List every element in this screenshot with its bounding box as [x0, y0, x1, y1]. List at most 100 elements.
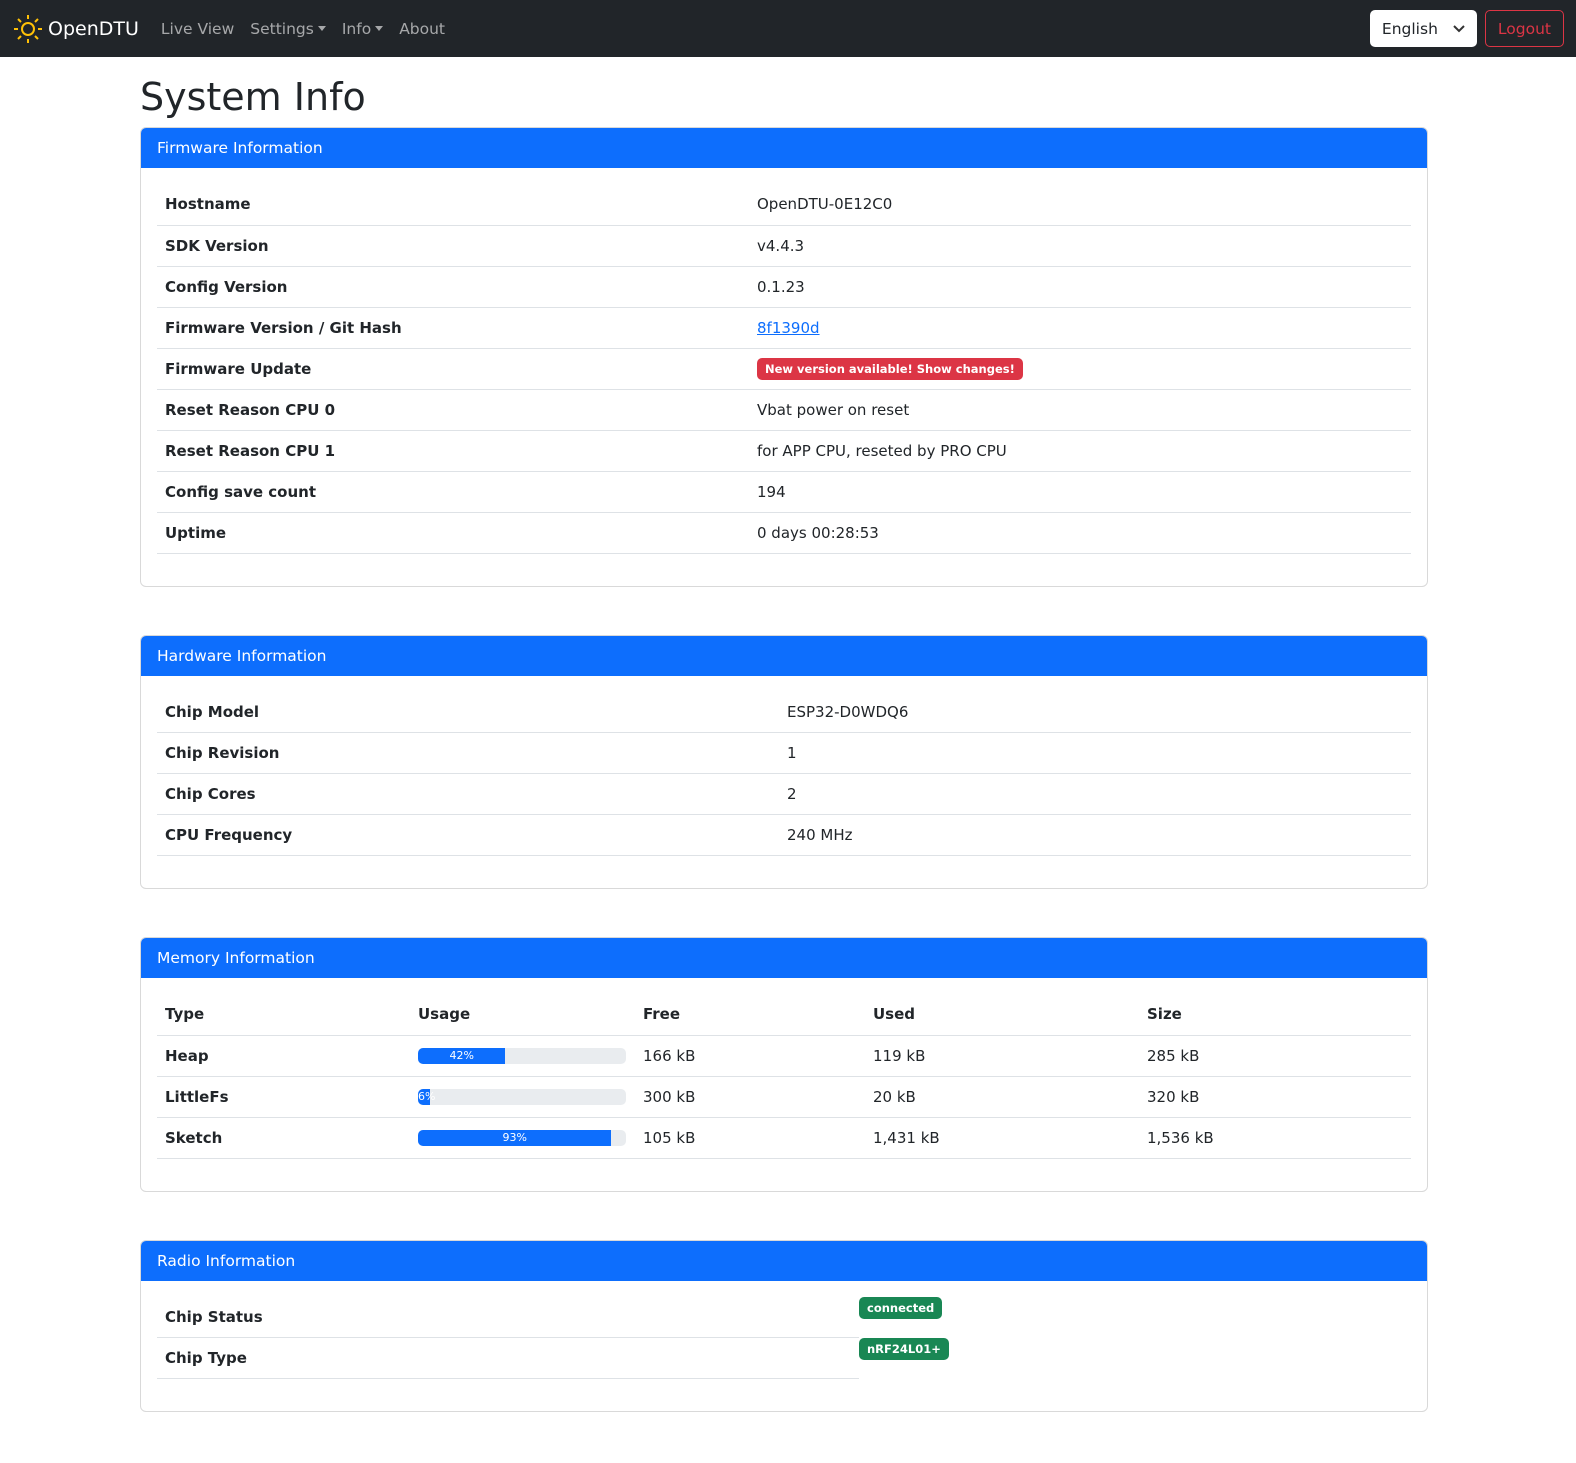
row-label: Hostname: [157, 184, 749, 226]
memory-type: LittleFs: [157, 1076, 410, 1118]
table-header-row: Type Usage Free Used Size: [157, 994, 1411, 1036]
col-size: Size: [1139, 994, 1411, 1036]
row-value: ESP32-D0WDQ6: [779, 691, 1411, 733]
card-header: Firmware Information: [141, 128, 1427, 168]
caret-down-icon: [317, 25, 326, 31]
card-header: Hardware Information: [141, 635, 1427, 676]
memory-used: 1,431 kB: [865, 1117, 1139, 1159]
memory-free: 105 kB: [635, 1117, 865, 1159]
radio-card: Radio Information Chip Status connected Ch…: [140, 1239, 1428, 1412]
table-row: Hostname OpenDTU-0E12C0: [157, 184, 1411, 226]
brand-link[interactable]: OpenDTU: [12, 13, 139, 45]
memory-size: 1,536 kB: [1139, 1117, 1411, 1159]
col-used: Used: [865, 994, 1139, 1036]
memory-table: Type Usage Free Used Size Heap 42% 166 k…: [157, 994, 1411, 1159]
row-label: Chip Model: [157, 691, 779, 733]
usage-progress: 93%: [418, 1129, 626, 1146]
row-value-cell: 8f1390d: [749, 307, 1411, 349]
table-row: LittleFs 6% 300 kB 20 kB 320 kB: [157, 1076, 1411, 1118]
row-label: Chip Type: [157, 1337, 859, 1379]
table-row: Reset Reason CPU 1 for APP CPU, reseted b…: [157, 430, 1411, 472]
row-value: v4.4.3: [749, 225, 1411, 267]
update-available-badge[interactable]: New version available! Show changes!: [757, 357, 1023, 380]
row-value-cell: connected: [859, 1296, 1411, 1338]
table-row: Chip Status connected: [157, 1296, 1411, 1338]
memory-type: Heap: [157, 1035, 410, 1077]
table-row: Chip Type nRF24L01+: [157, 1337, 1411, 1379]
row-value: for APP CPU, reseted by PRO CPU: [749, 430, 1411, 472]
memory-size: 320 kB: [1139, 1076, 1411, 1118]
row-value-cell: nRF24L01+: [859, 1337, 1411, 1379]
table-row: Uptime 0 days 00:28:53: [157, 512, 1411, 554]
chip-status-badge: connected: [859, 1296, 943, 1319]
firmware-table: Hostname OpenDTU-0E12C0 SDK Version v4.4.3 C…: [157, 184, 1411, 554]
card-header: Radio Information: [141, 1240, 1427, 1281]
table-row: Reset Reason CPU 0 Vbat power on reset: [157, 389, 1411, 431]
memory-type: Sketch: [157, 1117, 410, 1159]
hardware-card: Hardware Information Chip Model ESP32-D0W…: [140, 634, 1428, 889]
row-value: 0.1.23: [749, 266, 1411, 308]
nav-settings-label: Settings: [250, 19, 314, 38]
git-hash-link[interactable]: 8f1390d: [757, 318, 820, 337]
usage-bar: 93%: [418, 1129, 612, 1146]
chevron-down-icon: [1453, 24, 1465, 32]
navbar: OpenDTU Live View Settings Info About En…: [0, 0, 1576, 57]
nav-live-view[interactable]: Live View: [160, 19, 235, 38]
memory-free: 300 kB: [635, 1076, 865, 1118]
logout-button[interactable]: Logout: [1484, 10, 1564, 47]
col-free: Free: [635, 994, 865, 1036]
row-value: 2: [779, 773, 1411, 815]
nav-settings[interactable]: Settings: [250, 20, 326, 38]
row-value: 240 MHz: [779, 814, 1411, 856]
row-value-cell: New version available! Show changes!: [749, 348, 1411, 390]
table-row: Firmware Version / Git Hash 8f1390d: [157, 307, 1411, 349]
row-label: Chip Revision: [157, 732, 779, 774]
table-row: Heap 42% 166 kB 119 kB 285 kB: [157, 1035, 1411, 1077]
nav-info[interactable]: Info: [342, 20, 384, 38]
memory-used: 119 kB: [865, 1035, 1139, 1077]
firmware-card: Firmware Information Hostname OpenDTU-0E1…: [140, 127, 1428, 587]
sun-icon: [14, 14, 42, 43]
row-label: Config Version: [157, 266, 749, 308]
nav-about[interactable]: About: [399, 19, 446, 38]
row-value: 0 days 00:28:53: [749, 512, 1411, 554]
col-usage: Usage: [410, 994, 635, 1036]
brand-name: OpenDTU: [48, 17, 139, 40]
radio-table: Chip Status connected Chip Type nRF24L01+: [157, 1296, 1411, 1379]
row-label: Config save count: [157, 471, 749, 513]
usage-bar: 6%: [418, 1088, 436, 1105]
language-select[interactable]: English: [1369, 10, 1477, 47]
table-row: Config Version 0.1.23: [157, 266, 1411, 308]
language-value: English: [1381, 19, 1438, 38]
memory-card: Memory Information Type Usage Free Used …: [140, 937, 1428, 1192]
col-type: Type: [157, 994, 410, 1036]
row-label: Reset Reason CPU 1: [157, 430, 749, 472]
row-value: Vbat power on reset: [749, 389, 1411, 431]
memory-used: 20 kB: [865, 1076, 1139, 1118]
usage-cell: 6%: [410, 1076, 635, 1118]
hardware-table: Chip Model ESP32-D0WDQ6 Chip Revision 1 Chip…: [157, 691, 1411, 856]
table-row: Chip Model ESP32-D0WDQ6: [157, 691, 1411, 733]
row-label: Uptime: [157, 512, 749, 554]
row-label: Chip Status: [157, 1296, 859, 1338]
usage-bar: 42%: [418, 1047, 506, 1064]
memory-size: 285 kB: [1139, 1035, 1411, 1077]
row-label: Chip Cores: [157, 773, 779, 815]
table-row: Config save count 194: [157, 471, 1411, 513]
table-row: SDK Version v4.4.3: [157, 225, 1411, 267]
card-header: Memory Information: [141, 938, 1427, 978]
row-value: 1: [779, 732, 1411, 774]
memory-free: 166 kB: [635, 1035, 865, 1077]
usage-cell: 93%: [410, 1117, 635, 1159]
row-label: Firmware Update: [157, 348, 749, 390]
row-label: SDK Version: [157, 225, 749, 267]
page-title: System Info: [140, 75, 366, 119]
table-row: Firmware Update New version available! Sh…: [157, 348, 1411, 390]
usage-progress: 42%: [418, 1047, 626, 1064]
usage-progress: 6%: [418, 1088, 626, 1105]
table-row: CPU Frequency 240 MHz: [157, 814, 1411, 856]
table-row: Chip Revision 1: [157, 732, 1411, 774]
caret-down-icon: [375, 25, 384, 31]
row-value: OpenDTU-0E12C0: [749, 184, 1411, 226]
row-label: Firmware Version / Git Hash: [157, 307, 749, 349]
